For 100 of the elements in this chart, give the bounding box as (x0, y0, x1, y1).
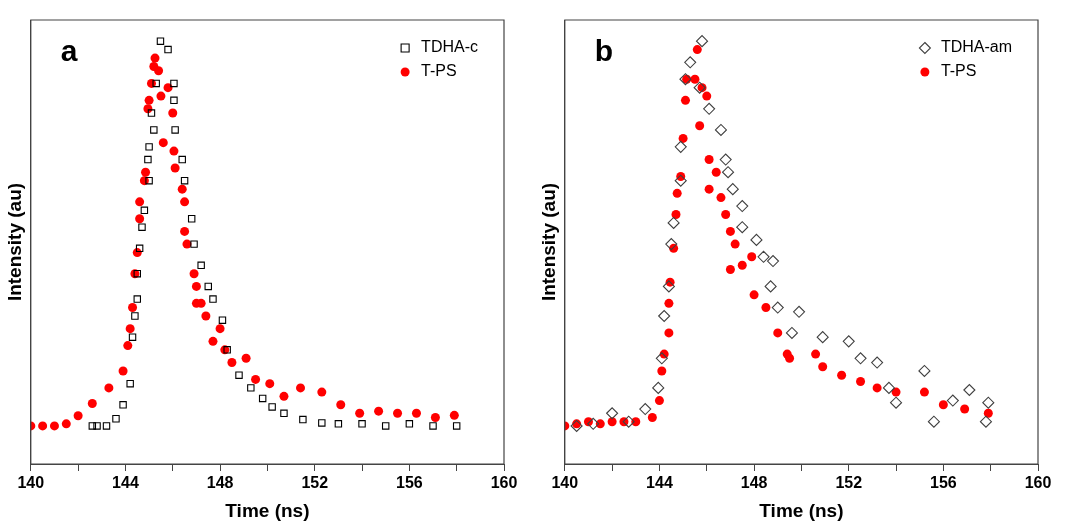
point (672, 188, 682, 198)
point (393, 408, 403, 418)
point (215, 324, 225, 334)
point (736, 200, 749, 213)
point (128, 333, 137, 341)
point (680, 95, 690, 105)
point (725, 226, 735, 236)
point (61, 419, 71, 429)
point (722, 166, 735, 179)
point (761, 303, 771, 313)
point (918, 364, 931, 378)
point (118, 366, 128, 376)
point (726, 183, 739, 196)
point (128, 303, 138, 313)
point (381, 422, 390, 430)
point (639, 402, 652, 416)
point (430, 412, 440, 422)
point (665, 238, 678, 251)
point (180, 197, 190, 207)
point (773, 328, 783, 338)
point (150, 53, 160, 63)
point (279, 391, 289, 401)
point (180, 226, 190, 236)
point (178, 155, 186, 164)
point (979, 415, 992, 428)
point (317, 387, 327, 397)
point (429, 422, 437, 430)
point (983, 408, 993, 418)
point (158, 138, 168, 148)
point (882, 381, 895, 394)
point (837, 370, 847, 380)
point (265, 379, 275, 389)
x-tick-label: 140 (17, 474, 45, 492)
point (141, 167, 151, 177)
point (152, 79, 160, 88)
point (299, 415, 307, 424)
point (197, 261, 205, 269)
point (133, 295, 141, 303)
point (191, 281, 201, 291)
point (771, 301, 784, 314)
point (145, 143, 153, 151)
point (674, 140, 687, 153)
point (138, 223, 146, 231)
point (374, 406, 384, 416)
point (119, 401, 127, 409)
point (690, 74, 700, 84)
point (714, 123, 728, 136)
point (144, 95, 154, 105)
point (209, 295, 217, 303)
point (658, 309, 671, 323)
x-tick-label: 148 (206, 474, 234, 492)
point (671, 210, 681, 220)
point (721, 210, 731, 220)
point (268, 403, 276, 411)
point (258, 394, 267, 403)
point (355, 408, 365, 418)
x-tick-label: 152 (301, 474, 329, 492)
point (816, 331, 829, 344)
point (695, 35, 709, 48)
point (811, 349, 821, 359)
point (405, 420, 414, 428)
x-tick-label: 160 (490, 474, 518, 492)
point (227, 358, 237, 368)
point (208, 336, 218, 346)
point (684, 56, 697, 69)
point (218, 316, 227, 324)
point (169, 146, 179, 156)
point (856, 377, 866, 387)
point (749, 290, 759, 300)
point (960, 404, 970, 414)
point (587, 417, 600, 430)
point (135, 197, 145, 207)
point (251, 374, 261, 384)
point (702, 91, 712, 101)
point (171, 126, 179, 134)
point (452, 422, 461, 430)
point (189, 269, 199, 279)
point (725, 264, 735, 274)
point (764, 280, 777, 293)
legend-label: T-PS (940, 62, 977, 80)
point (792, 305, 806, 318)
point (296, 383, 306, 393)
legend-label: T-PS (421, 62, 457, 80)
point (854, 352, 867, 365)
point (104, 383, 114, 393)
point (692, 45, 702, 55)
annotation: b (594, 34, 614, 68)
x-tick-label: 148 (740, 474, 768, 492)
point (112, 415, 120, 423)
point (750, 233, 763, 246)
point (695, 121, 705, 131)
point (449, 410, 459, 420)
point (170, 96, 178, 105)
y-axis-title: Intensity (au) (537, 182, 559, 302)
x-axis-title: Time (ns) (759, 499, 844, 521)
annotation: a (60, 34, 78, 68)
point (87, 399, 97, 409)
point (938, 400, 948, 410)
point (336, 400, 346, 410)
point (144, 155, 152, 164)
